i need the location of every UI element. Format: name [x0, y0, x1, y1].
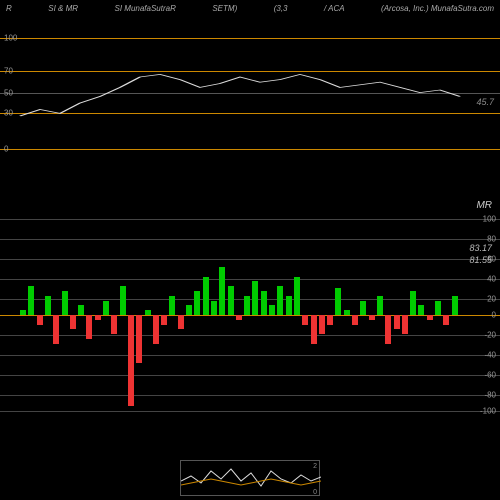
bar — [319, 315, 325, 334]
bar — [45, 296, 51, 315]
bar — [70, 315, 76, 329]
mr-label: MR — [476, 200, 492, 211]
bar — [53, 315, 59, 344]
bar — [269, 305, 275, 315]
bar — [335, 288, 341, 315]
bar — [194, 291, 200, 315]
mini-summary-chart: 20 — [180, 460, 320, 496]
bar — [360, 301, 366, 315]
bar — [203, 277, 209, 315]
rsi-line-path — [0, 25, 500, 155]
bar — [252, 281, 258, 315]
bar — [145, 310, 151, 315]
bar — [277, 286, 283, 315]
current-value-label: 45.7 — [476, 97, 494, 107]
header-item: SETM) — [212, 4, 237, 13]
bar — [78, 305, 84, 315]
bar — [244, 296, 250, 315]
bar — [377, 296, 383, 315]
bar — [294, 277, 300, 315]
bar — [261, 291, 267, 315]
bar — [369, 315, 375, 320]
bar — [28, 286, 34, 315]
bar — [286, 296, 292, 315]
axis-label: 100 — [483, 215, 496, 224]
bar — [443, 315, 449, 325]
bar — [394, 315, 400, 329]
header-item: SI & MR — [48, 4, 78, 13]
bar — [352, 315, 358, 325]
mid-spacer: MR — [0, 155, 500, 215]
bar — [95, 315, 101, 320]
bar — [211, 301, 217, 315]
bar — [186, 305, 192, 315]
bar — [86, 315, 92, 339]
mini-axis-label: 0 — [313, 489, 317, 496]
axis-label: 40 — [487, 275, 496, 284]
bar — [410, 291, 416, 315]
axis-label: 0 — [492, 311, 496, 320]
mini-lines — [181, 461, 321, 497]
header-item: SI MunafaSutraR — [115, 4, 176, 13]
bar — [178, 315, 184, 329]
bar — [20, 310, 26, 315]
header-item: (Arcosa, Inc.) MunafaSutra.com — [381, 4, 494, 13]
header-item: / ACA — [324, 4, 345, 13]
stat-label: 83.17 — [469, 243, 492, 253]
bar — [111, 315, 117, 334]
axis-label: 20 — [487, 295, 496, 304]
axis-label: -20 — [484, 331, 496, 340]
axis-label: -80 — [484, 391, 496, 400]
bar — [327, 315, 333, 325]
bar — [37, 315, 43, 325]
axis-label: -40 — [484, 351, 496, 360]
bar — [427, 315, 433, 320]
bar — [418, 305, 424, 315]
bar — [169, 296, 175, 315]
stat-label: 81.55 — [469, 255, 492, 265]
bars-container — [20, 215, 460, 415]
rsi-line-chart: 1007050300 45.7 — [0, 25, 500, 155]
bar — [153, 315, 159, 344]
header-item: (3,3 — [274, 4, 288, 13]
bar — [452, 296, 458, 315]
bar — [136, 315, 142, 363]
bar — [120, 286, 126, 315]
bar — [344, 310, 350, 315]
bar — [385, 315, 391, 344]
bar — [219, 267, 225, 315]
axis-label: -60 — [484, 371, 496, 380]
bar — [62, 291, 68, 315]
bar — [103, 301, 109, 315]
mr-bar-chart: 100806040200-20-40-60-80-100 83.1781.55 — [0, 215, 500, 415]
axis-label: -100 — [480, 407, 496, 416]
chart-header: R SI & MR SI MunafaSutraR SETM) (3,3 / A… — [0, 0, 500, 17]
bar — [311, 315, 317, 344]
bar — [402, 315, 408, 334]
bar — [435, 301, 441, 315]
header-item: R — [6, 4, 12, 13]
bar — [236, 315, 242, 320]
bar — [228, 286, 234, 315]
bar — [128, 315, 134, 406]
bar — [161, 315, 167, 325]
bar — [302, 315, 308, 325]
mini-axis-label: 2 — [313, 463, 317, 470]
